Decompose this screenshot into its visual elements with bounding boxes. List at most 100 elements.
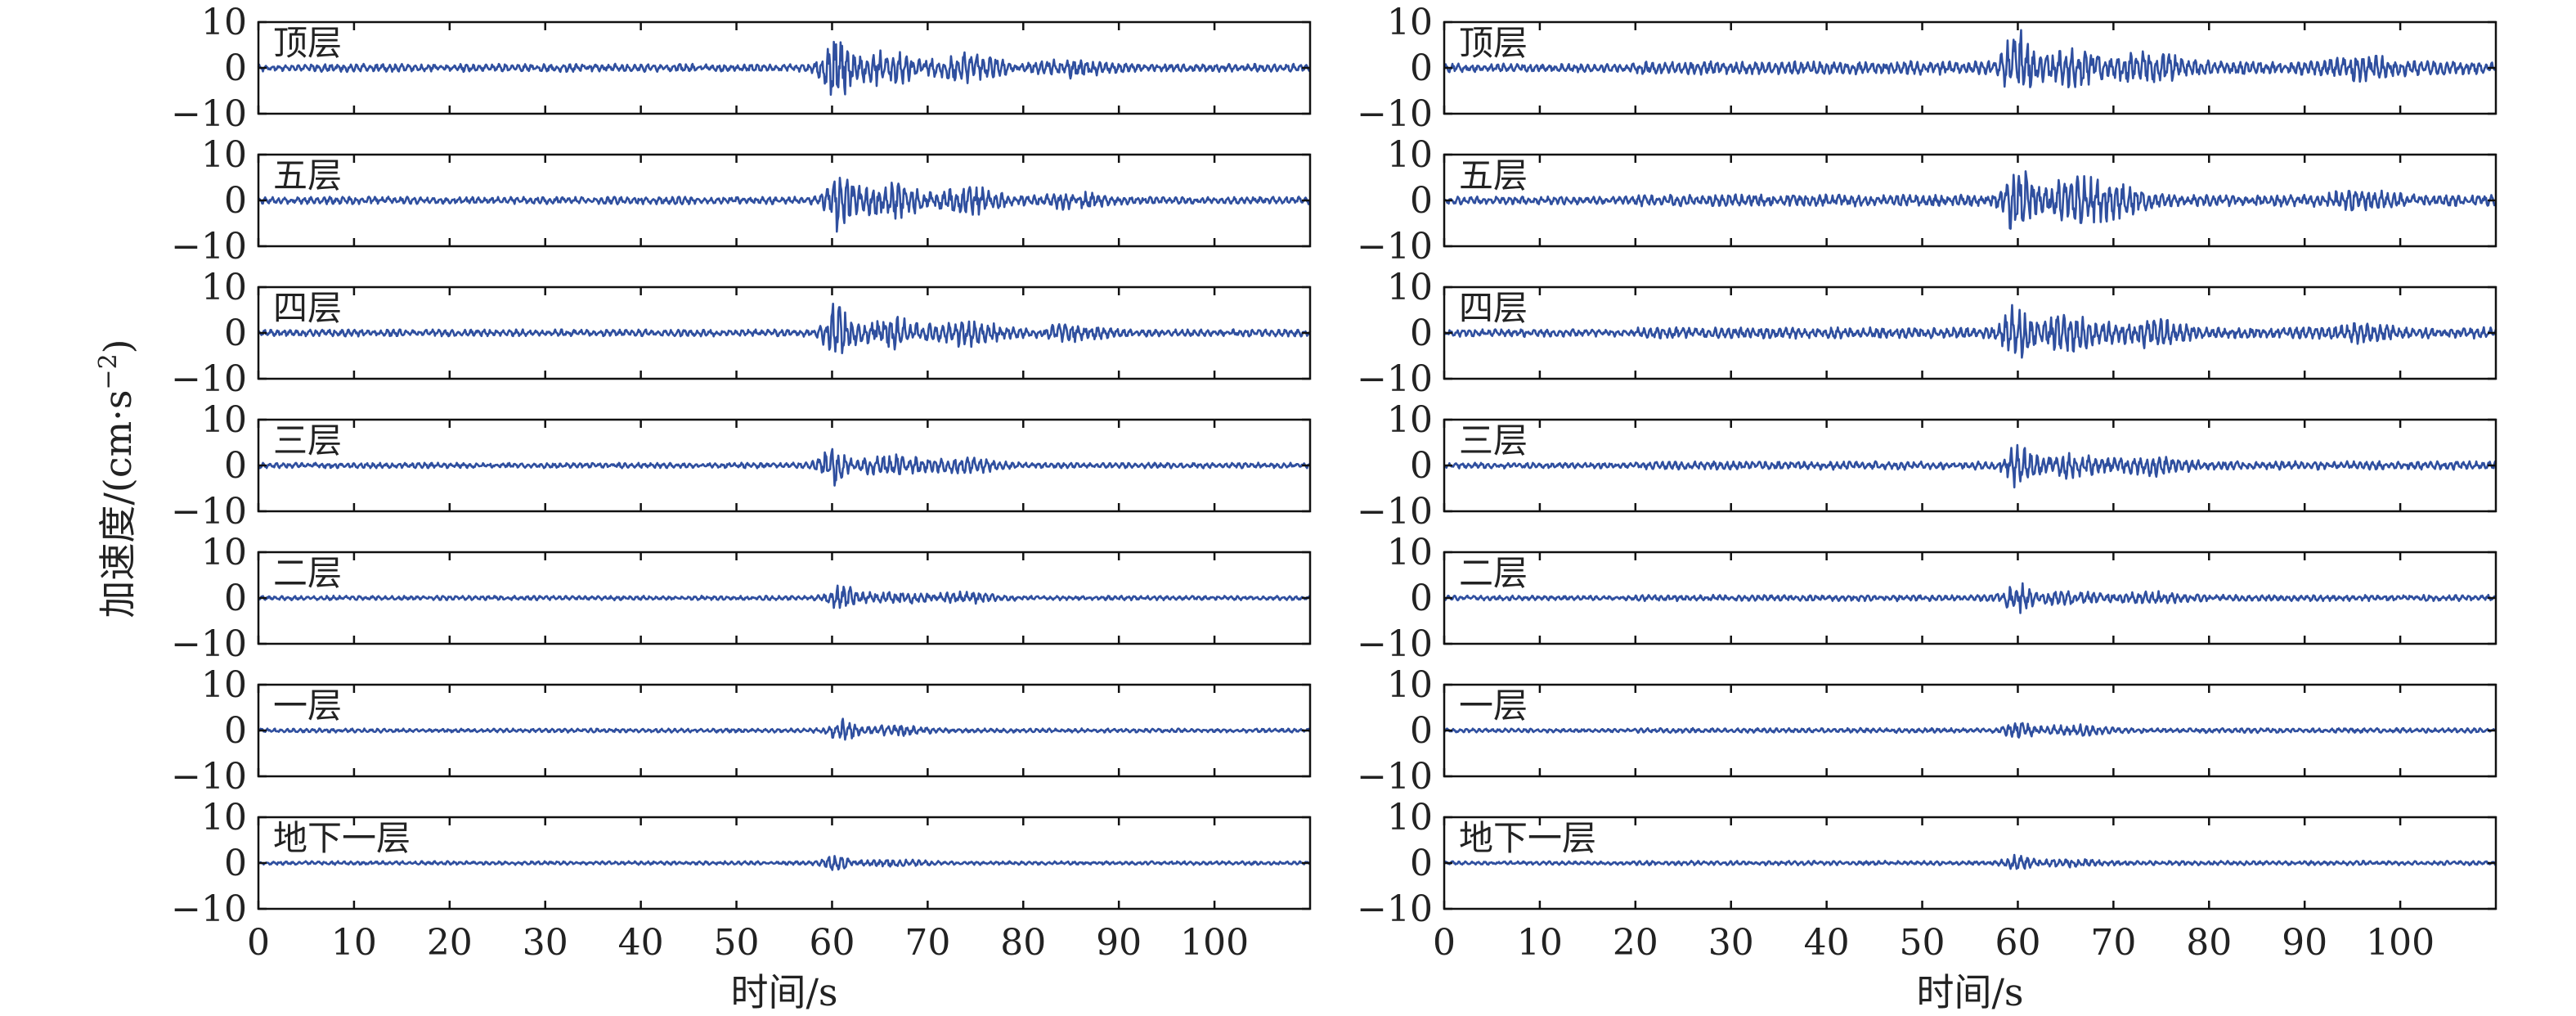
waveform <box>258 855 1311 871</box>
panel-5: 10 0−10 二层 <box>1357 532 2497 665</box>
y-tick-label: 0 <box>224 180 247 222</box>
x-tick-label: 20 <box>427 922 473 964</box>
y-tick-label: 10 <box>1387 532 1433 573</box>
x-tick-label: 50 <box>1900 922 1945 964</box>
y-tick-label: 10 <box>1387 399 1433 441</box>
x-tick-label: 50 <box>714 922 760 964</box>
y-axis-label: 加速度/(cm·s−2) <box>94 339 140 618</box>
waveform <box>1443 170 2497 230</box>
panel-label: 二层 <box>273 553 342 593</box>
x-tick-label: 30 <box>523 922 568 964</box>
y-tick-label: −10 <box>171 226 247 267</box>
panel-label: 三层 <box>273 420 342 461</box>
y-tick-label: −10 <box>1357 226 1433 267</box>
x-tick-label: 30 <box>1708 922 1754 964</box>
y-tick-label: −10 <box>171 888 247 930</box>
x-tick-label: 60 <box>809 922 855 964</box>
panel-label: 一层 <box>273 686 342 726</box>
panel-label: 四层 <box>273 288 342 328</box>
waveform <box>1443 29 2497 88</box>
panel-7: 10 0−10 地下一层 <box>171 797 1312 930</box>
y-tick-label: 10 <box>1387 2 1433 43</box>
panel-label: 二层 <box>1459 553 1528 593</box>
y-tick-label: 10 <box>201 134 247 176</box>
y-tick-label: 0 <box>1410 578 1433 619</box>
panel-label: 三层 <box>1459 420 1528 461</box>
x-tick-label: 20 <box>1613 922 1658 964</box>
waveform <box>258 176 1311 233</box>
panel-label: 五层 <box>273 155 342 196</box>
y-tick-label: 0 <box>224 445 247 487</box>
left-column-charts: 100−10顶层100−10五层100−10四层100−10三层100−10二层… <box>171 2 1312 1014</box>
waveform <box>258 584 1312 609</box>
x-tick-label: 90 <box>1096 922 1142 964</box>
x-tick-label: 70 <box>2090 922 2136 964</box>
waveform <box>1443 722 2497 739</box>
y-tick-label: −10 <box>171 623 247 665</box>
panel-4: 100−10 三层 <box>1357 399 2497 533</box>
x-tick-label: 60 <box>1995 922 2040 964</box>
waveform <box>257 302 1312 354</box>
panel-2: 100−10 五层 <box>171 134 1312 267</box>
y-tick-label: 10 <box>201 2 247 43</box>
panel-4: 100−10 三层 <box>171 399 1312 533</box>
waveform <box>258 717 1311 741</box>
x-tick-label: 100 <box>2366 922 2435 964</box>
y-tick-label: −10 <box>171 756 247 798</box>
panel-label: 顶层 <box>273 23 342 63</box>
y-tick-label: 10 <box>201 399 247 441</box>
panel-6: 100−10 一层 <box>1357 664 2497 798</box>
waveform <box>257 447 1311 487</box>
right-column-charts: 100−10顶层100−10五层100−10四层100−10三层100−10二层… <box>1357 2 2497 1014</box>
y-tick-label: 0 <box>224 710 247 752</box>
y-tick-label: 0 <box>224 47 247 89</box>
y-tick-label: −10 <box>171 491 247 533</box>
x-tick-label: 40 <box>1804 922 1850 964</box>
waveform <box>1443 443 2497 489</box>
y-tick-label: 0 <box>1410 47 1433 89</box>
panel-label: 四层 <box>1459 288 1528 328</box>
y-tick-label: 0 <box>1410 710 1433 752</box>
x-tick-label: 40 <box>618 922 664 964</box>
y-tick-label: 10 <box>1387 267 1433 308</box>
panel-label: 地下一层 <box>1459 818 1596 858</box>
waveform <box>1443 303 2497 359</box>
y-tick-label: 10 <box>1387 134 1433 176</box>
panel-1: 100−10 顶层 <box>171 2 1312 135</box>
y-axis-label-exponent: −2 <box>94 353 123 389</box>
x-tick-label: 10 <box>331 922 377 964</box>
panel-label: 一层 <box>1459 686 1528 726</box>
y-tick-label: 0 <box>224 578 247 619</box>
y-tick-label: −10 <box>1357 93 1433 135</box>
y-tick-label: 10 <box>1387 664 1433 706</box>
y-tick-label: −10 <box>1357 358 1433 400</box>
x-tick-label: 100 <box>1180 922 1249 964</box>
panel-label: 地下一层 <box>273 818 411 858</box>
x-tick-label: 0 <box>1433 922 1456 964</box>
y-tick-label: 0 <box>1410 445 1433 487</box>
y-tick-label: 0 <box>224 312 247 354</box>
panel-1: 100−10 顶层 <box>1357 2 2497 135</box>
y-tick-label: 0 <box>1410 843 1433 884</box>
y-tick-label: 0 <box>1410 180 1433 222</box>
panel-label: 五层 <box>1459 155 1528 196</box>
panel-2: 100−10 五层 <box>1357 134 2497 267</box>
x-tick-label: 0 <box>247 922 270 964</box>
y-tick-label: 10 <box>201 532 247 573</box>
x-tick-label: 80 <box>1000 922 1046 964</box>
panel-3: 100−10 四层 <box>171 267 1312 400</box>
y-tick-label: 0 <box>1410 312 1433 354</box>
waveform <box>1443 853 2497 870</box>
waveform <box>257 40 1311 97</box>
x-tick-label: 90 <box>2282 922 2327 964</box>
x-tick-label: 10 <box>1517 922 1563 964</box>
y-tick-label: 10 <box>201 797 247 838</box>
waveform <box>1443 582 2497 614</box>
y-tick-label: 10 <box>1387 797 1433 838</box>
y-tick-label: −10 <box>1357 756 1433 798</box>
panel-5: 10 0−10 二层 <box>171 532 1312 665</box>
panel-3: 100−10 四层 <box>1357 267 2497 400</box>
panel-7: 10 0−10 地下一层 <box>1357 797 2497 930</box>
y-tick-label: 0 <box>224 843 247 884</box>
